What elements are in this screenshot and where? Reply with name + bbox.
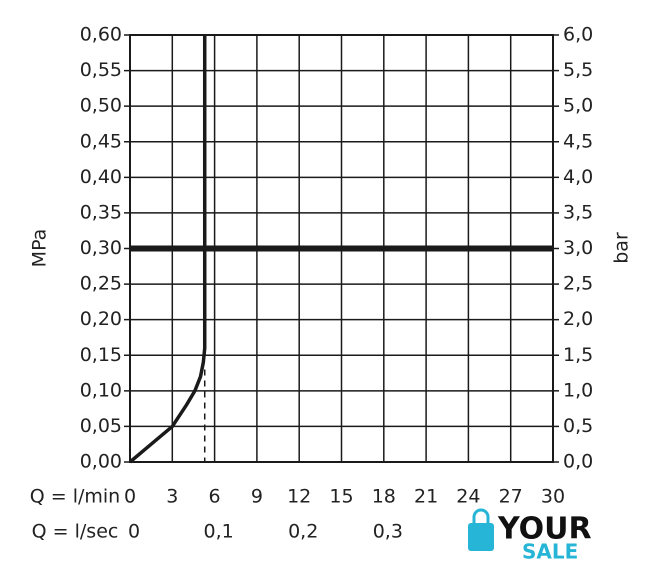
x-tick-label: 27 xyxy=(499,486,523,508)
x-tick-label: 0 xyxy=(124,486,136,508)
y-tick-label: 0,20 xyxy=(80,308,122,330)
x2-tick-label: 0,1 xyxy=(203,521,233,543)
y-tick-label: 0,50 xyxy=(80,95,122,117)
y-tick-label: 0,60 xyxy=(80,24,122,46)
y-tick-label: 0,30 xyxy=(80,237,122,259)
y-tick-label: 0,15 xyxy=(80,344,122,366)
x-tick-label: 6 xyxy=(209,486,221,508)
x2-tick-label: 0 xyxy=(128,521,140,543)
y-tick-label: 0,10 xyxy=(80,379,122,401)
x-tick-label: 15 xyxy=(329,486,353,508)
logo-icon xyxy=(468,523,494,551)
x2-tick-label: 0,3 xyxy=(373,521,403,543)
y-tick-label: 0,00 xyxy=(80,451,122,473)
y2-tick-label: 2,0 xyxy=(563,308,593,330)
y2-axis-label: bar xyxy=(611,232,633,264)
y2-tick-label: 1,5 xyxy=(563,344,593,366)
y2-tick-label: 4,0 xyxy=(563,166,593,188)
x2-tick-label: 0,2 xyxy=(288,521,318,543)
y2-tick-label: 2,5 xyxy=(563,273,593,295)
x-axis-label: Q = l/min xyxy=(30,486,120,508)
y-tick-label: 0,40 xyxy=(80,166,122,188)
x-tick-label: 12 xyxy=(287,486,311,508)
y2-tick-label: 1,0 xyxy=(563,379,593,401)
y2-tick-label: 4,5 xyxy=(563,130,593,152)
y2-tick-label: 5,0 xyxy=(563,95,593,117)
x-tick-label: 21 xyxy=(414,486,438,508)
x-tick-label: 18 xyxy=(372,486,396,508)
y2-tick-label: 0,0 xyxy=(563,451,593,473)
x-tick-label: 9 xyxy=(251,486,263,508)
y2-tick-label: 0,5 xyxy=(563,415,593,437)
x-tick-label: 30 xyxy=(541,486,565,508)
y2-tick-label: 3,0 xyxy=(563,237,593,259)
logo-handle xyxy=(472,508,490,523)
x-tick-label: 24 xyxy=(456,486,480,508)
y-tick-label: 0,05 xyxy=(80,415,122,437)
y-tick-label: 0,45 xyxy=(80,130,122,152)
logo-subtext: SALE xyxy=(522,540,578,564)
y-tick-label: 0,25 xyxy=(80,273,122,295)
y2-tick-label: 5,5 xyxy=(563,59,593,81)
y-tick-label: 0,35 xyxy=(80,201,122,223)
y2-tick-label: 6,0 xyxy=(563,24,593,46)
y-axis-label: MPa xyxy=(29,229,51,268)
y2-tick-label: 3,5 xyxy=(563,201,593,223)
logo-text: YOUR xyxy=(497,512,592,547)
y-tick-label: 0,55 xyxy=(80,59,122,81)
watermark: YOUR SALE xyxy=(468,508,592,564)
data-line xyxy=(128,35,207,464)
x-tick-label: 3 xyxy=(166,486,178,508)
x2-axis-label: Q = l/sec xyxy=(32,521,119,543)
